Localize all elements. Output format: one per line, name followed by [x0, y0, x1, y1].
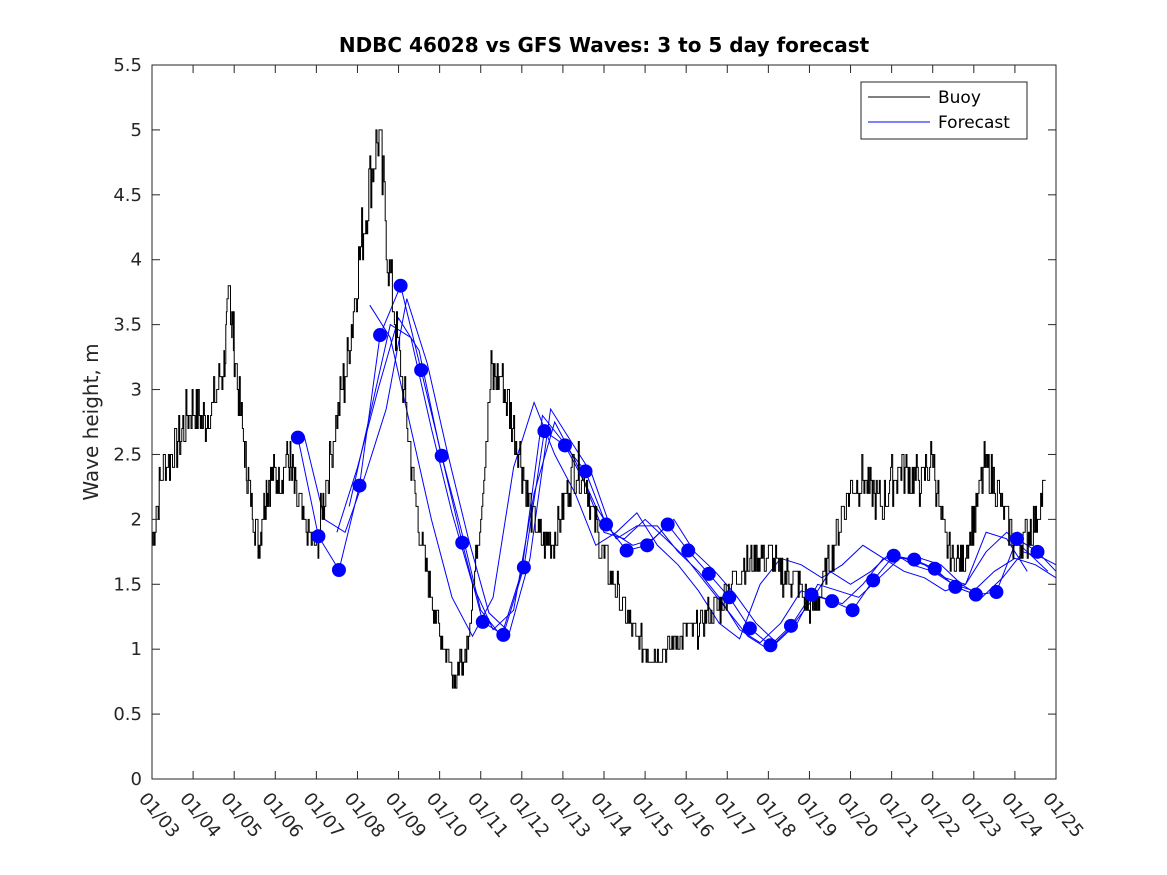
forecast-point — [1009, 531, 1024, 546]
forecast-point — [331, 562, 346, 577]
forecast-point — [927, 561, 942, 576]
forecast-point — [393, 278, 408, 293]
y-axis: 0 0.5 1 1.5 2 2.5 3 3.5 4 4.5 5 5.5 — [113, 55, 1056, 790]
forecast-point — [516, 560, 531, 575]
forecast-point — [619, 543, 634, 558]
forecast-point — [496, 627, 511, 642]
forecast-point — [352, 478, 367, 493]
forecast-point — [968, 587, 983, 602]
legend-buoy-label: Buoy — [938, 88, 981, 108]
forecast-point — [373, 328, 388, 343]
y-tick-label: 4.5 — [113, 185, 142, 206]
y-tick-label: 5 — [131, 120, 142, 141]
forecast-point — [907, 552, 922, 567]
forecast-point — [722, 590, 737, 605]
forecast-point — [866, 573, 881, 588]
forecast-point — [434, 448, 449, 463]
forecast-point — [804, 587, 819, 602]
plot-area — [152, 65, 1056, 779]
forecast-point — [1030, 544, 1045, 559]
forecast-point — [455, 535, 470, 550]
forecast-point — [414, 363, 429, 378]
buoy-series-line — [152, 129, 1046, 689]
forecast-point — [660, 517, 675, 532]
y-tick-label: 2.5 — [113, 444, 142, 465]
forecast-point — [599, 517, 614, 532]
forecast-point — [640, 538, 655, 553]
forecast-point — [948, 579, 963, 594]
forecast-point — [989, 585, 1004, 600]
y-tick-label: 2 — [131, 509, 142, 530]
forecast-point — [557, 438, 572, 453]
forecast-point — [537, 424, 552, 439]
forecast-point — [742, 621, 757, 636]
forecast-point — [578, 464, 593, 479]
legend-forecast-label: Forecast — [938, 113, 1010, 133]
y-tick-label: 3 — [131, 380, 142, 401]
forecast-point — [845, 603, 860, 618]
y-tick-label: 0 — [131, 769, 142, 790]
forecast-markers — [290, 278, 1045, 653]
forecast-point — [763, 638, 778, 653]
y-tick-label: 1 — [131, 639, 142, 660]
buoy-line — [152, 129, 1046, 689]
forecast-point — [783, 618, 798, 633]
y-axis-label: Wave height, m — [79, 343, 103, 500]
forecast-point — [311, 529, 326, 544]
forecast-point — [681, 543, 696, 558]
y-tick-label: 4 — [131, 250, 142, 271]
forecast-point — [701, 566, 716, 581]
forecast-point — [886, 548, 901, 563]
forecast-point — [290, 430, 305, 445]
legend-box — [860, 81, 1028, 140]
forecast-point — [475, 614, 490, 629]
y-tick-label: 0.5 — [113, 704, 142, 725]
forecast-point — [825, 594, 840, 609]
y-tick-label: 1.5 — [113, 574, 142, 595]
chart-title: NDBC 46028 vs GFS Waves: 3 to 5 day fore… — [339, 33, 870, 57]
y-tick-label: 5.5 — [113, 55, 142, 76]
y-tick-label: 3.5 — [113, 315, 142, 336]
legend: Buoy Forecast — [860, 81, 1028, 140]
